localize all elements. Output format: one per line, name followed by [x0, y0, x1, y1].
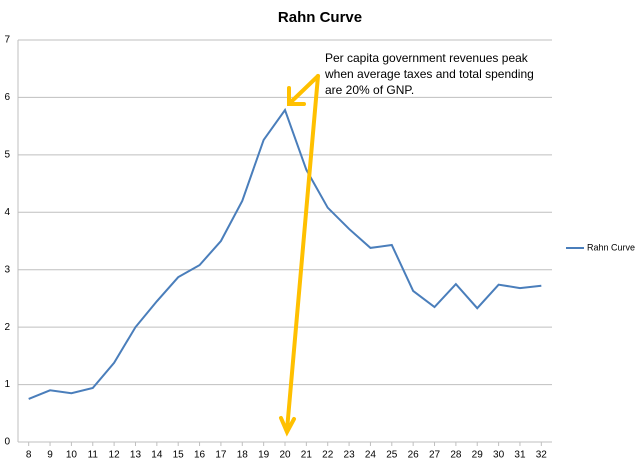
x-tick-label: 20	[279, 450, 291, 461]
x-tick-label: 22	[322, 450, 334, 461]
x-tick-label: 21	[301, 450, 313, 461]
y-tick-label: 5	[4, 149, 10, 160]
annotation: Per capita government revenues peak	[325, 51, 529, 65]
arrow-head	[287, 86, 306, 106]
x-tick-label: 26	[408, 450, 420, 461]
x-tick-label: 10	[66, 450, 78, 461]
y-tick-label: 6	[4, 92, 10, 103]
x-tick-label: 27	[429, 450, 441, 461]
arrow	[285, 74, 320, 432]
arrow-head	[279, 416, 296, 437]
y-tick-label: 7	[4, 35, 10, 46]
x-tick-label: 8	[26, 450, 32, 461]
x-tick-label: 15	[173, 450, 185, 461]
x-tick-label: 30	[493, 450, 505, 461]
x-tick-label: 14	[151, 450, 163, 461]
x-tick-label: 29	[472, 450, 484, 461]
x-tick-label: 18	[237, 450, 249, 461]
annotation: are 20% of GNP.	[325, 83, 414, 97]
y-tick-label: 3	[4, 264, 10, 275]
x-tick-label: 11	[88, 450, 99, 461]
y-tick-label: 1	[4, 379, 10, 390]
line	[28, 107, 542, 400]
x-tick-label: 12	[109, 450, 121, 461]
chart-title: Rahn Curve	[278, 9, 362, 26]
annotation: when average taxes and total spending	[324, 67, 534, 81]
x-tick-label: 28	[450, 450, 462, 461]
x-tick-label: 25	[386, 450, 398, 461]
x-tick-label: 23	[344, 450, 356, 461]
y-tick-label: 2	[4, 322, 10, 333]
x-tick-label: 17	[215, 450, 227, 461]
legend-label: Rahn Curve	[587, 242, 635, 252]
y-tick-label: 4	[4, 207, 10, 218]
annotation-arrows	[279, 74, 320, 437]
arrow	[290, 74, 320, 103]
y-tick-label: 0	[4, 437, 10, 448]
x-tick-label: 24	[365, 450, 377, 461]
x-tick-label: 13	[130, 450, 142, 461]
x-tick-label: 19	[258, 450, 270, 461]
x-tick-label: 32	[536, 450, 548, 461]
x-tick-label: 9	[47, 450, 53, 461]
x-tick-label: 31	[514, 450, 526, 461]
x-tick-label: 16	[194, 450, 206, 461]
